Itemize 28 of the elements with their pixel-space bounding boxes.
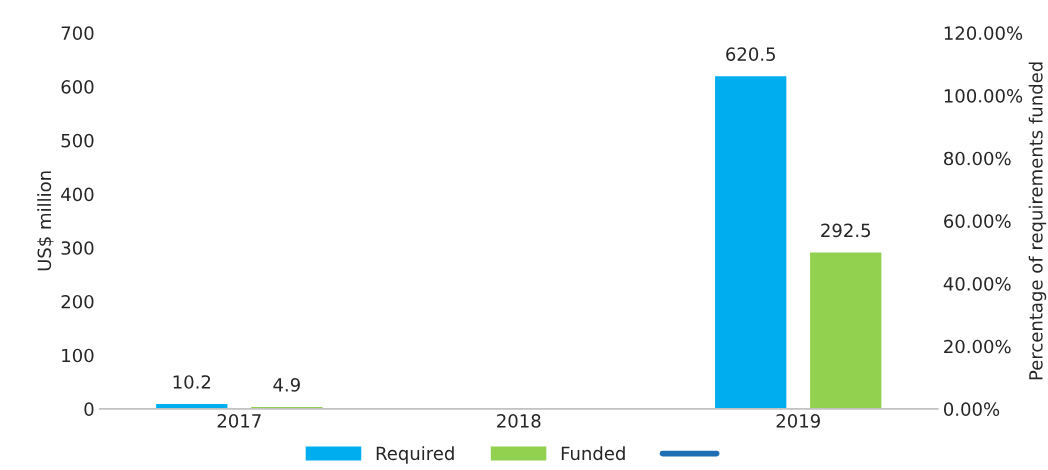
- x-tick-label: 2018: [497, 414, 541, 428]
- bar: [713, 74, 788, 409]
- data-label: 620.5: [726, 47, 775, 61]
- legend-label: Required: [376, 446, 454, 464]
- bar: [808, 251, 883, 409]
- y-tick-label: 500: [61, 133, 94, 148]
- y-tick-label: 0: [84, 402, 94, 417]
- y2-axis-title: Percentage of requirements funded: [1028, 62, 1047, 380]
- data-label: 10.2: [173, 375, 211, 389]
- y-tick-label: 300: [61, 241, 94, 255]
- y-tick-label: 600: [61, 80, 94, 94]
- y2-tick-label: 80.00%: [944, 151, 1011, 166]
- x-tick-label: 2017: [217, 414, 261, 428]
- y2-tick-label: 60.00%: [944, 214, 1011, 229]
- y2-tick-label: 0.00%: [944, 402, 1000, 417]
- y2-tick-label: 20.00%: [944, 339, 1011, 354]
- data-label: 292.5: [821, 223, 870, 238]
- y2-tick-label: 40.00%: [943, 277, 1011, 291]
- y-tick-label: 100: [62, 348, 94, 363]
- y-axis-title: US$ million: [37, 171, 54, 271]
- data-label: 4.9: [273, 378, 300, 392]
- y-tick-label: 700: [61, 26, 94, 41]
- x-tick-label: 2019: [776, 414, 820, 428]
- y-tick-label: 400: [61, 187, 94, 202]
- y2-tick-label: 120.00%: [944, 26, 1023, 41]
- y2-tick-label: 100.00%: [944, 89, 1023, 103]
- y-tick-label: 200: [61, 294, 94, 309]
- legend-label: Funded: [561, 446, 625, 461]
